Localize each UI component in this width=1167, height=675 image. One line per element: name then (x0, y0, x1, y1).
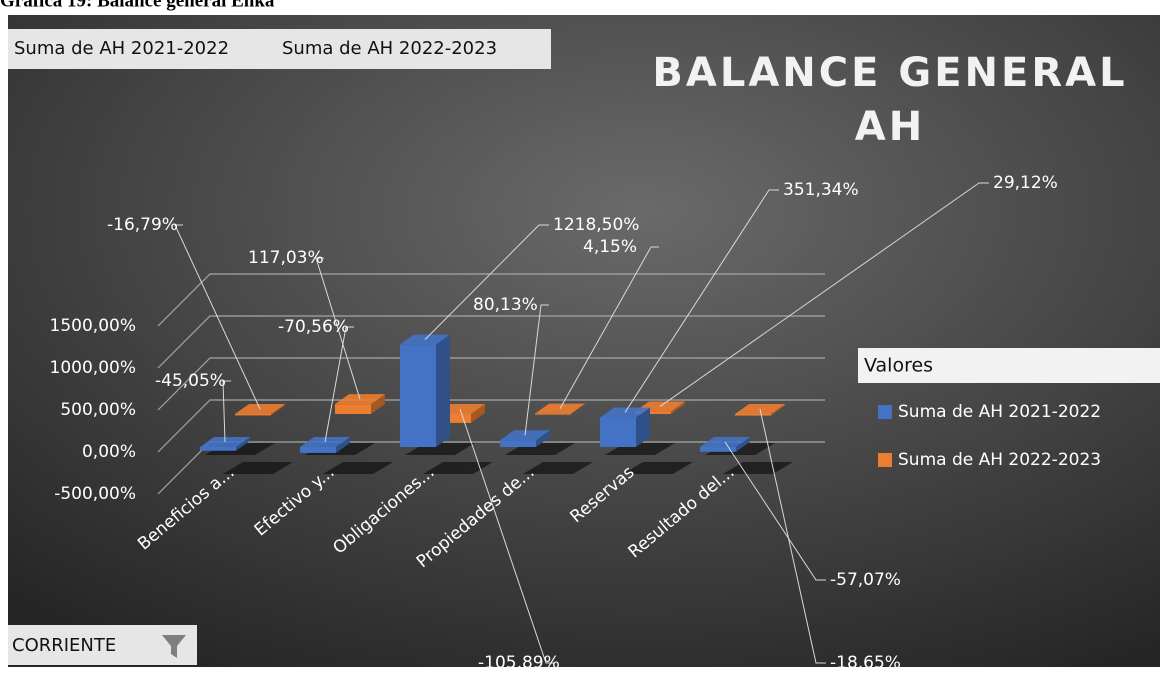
y-tick-label: 1500,00% (50, 316, 136, 336)
bar-front (600, 417, 636, 447)
y-tick-label: 1000,00% (50, 358, 136, 378)
data-label: 1218,50% (553, 215, 639, 235)
chart-title-line: AH (855, 104, 925, 150)
leader-line (315, 257, 361, 400)
floor-shadow (523, 462, 593, 474)
legend-label: Suma de AH 2021-2022 (898, 402, 1101, 422)
floor-shadow (423, 462, 493, 474)
chart-area (8, 15, 1160, 667)
bar-side (471, 404, 485, 423)
bar-front (400, 344, 436, 447)
data-label: 117,03% (248, 248, 324, 268)
floor-shadow (223, 462, 293, 474)
data-label: -18,65% (830, 653, 901, 673)
floor-shadow (623, 462, 693, 474)
leader-line (222, 380, 231, 443)
bar-front (635, 411, 671, 414)
leader-line (559, 246, 659, 409)
leader-line (424, 224, 549, 340)
data-label: 29,12% (993, 173, 1058, 193)
filter-button[interactable] (8, 625, 197, 665)
bar-side (536, 430, 550, 447)
chart-title-line: BALANCE GENERAL (652, 50, 1127, 96)
bar-side (671, 401, 685, 414)
grid-line (157, 399, 825, 453)
data-label: 351,34% (783, 180, 859, 200)
legend-swatch (878, 453, 892, 467)
y-tick-label: -500,00% (54, 484, 136, 504)
legend-label: Suma de AH 2022-2023 (898, 450, 1101, 470)
bar-front (535, 413, 571, 415)
data-label: -105,89% (478, 653, 560, 673)
bar-side (736, 437, 750, 452)
bar (400, 334, 450, 447)
bar-side (571, 403, 585, 414)
data-label: -70,56% (278, 317, 349, 337)
chart-title: BALANCE GENERAL AH (652, 50, 1127, 150)
field-button[interactable] (8, 29, 551, 69)
bar-side (236, 437, 250, 451)
data-label: -16,79% (107, 215, 178, 235)
bar-side (636, 407, 650, 447)
leader-line (659, 182, 989, 407)
leader-line (524, 304, 549, 436)
bar-front (435, 414, 471, 423)
leader-line (174, 224, 261, 410)
bar-side (436, 334, 450, 447)
bar (600, 407, 650, 447)
bar-front (335, 404, 371, 414)
bar-front (500, 440, 536, 447)
legend-title-box (858, 348, 1160, 383)
field-label: Suma de AH 2021-2022 (14, 38, 229, 59)
leader-line (459, 408, 554, 664)
bar-front (300, 447, 336, 453)
bar-side (371, 394, 385, 414)
bar-front (235, 414, 271, 416)
bar-side (271, 404, 285, 416)
leader-line (624, 189, 779, 413)
y-tick-label: 0,00% (82, 442, 136, 462)
data-label: 4,15% (583, 237, 637, 257)
grid-line (157, 273, 825, 327)
grid-line (157, 315, 825, 369)
header: Gráfica 19: Balance general Enka (0, 0, 275, 11)
bar-front (200, 447, 236, 451)
leader-line (724, 441, 826, 581)
grid-line (157, 357, 825, 411)
floor-shadow (323, 462, 393, 474)
legend-title: Valores (864, 355, 933, 377)
data-label: 80,13% (473, 295, 538, 315)
leader-line (759, 408, 826, 664)
bar-front (700, 447, 736, 452)
bar-side (336, 437, 350, 453)
y-tick-label: 500,00% (60, 400, 136, 420)
bar-side (771, 404, 785, 416)
bar-front (735, 414, 771, 416)
data-label: -57,07% (830, 570, 901, 590)
data-label: -45,05% (155, 371, 226, 391)
filter-label: CORRIENTE (12, 635, 116, 656)
filter-icon (162, 635, 186, 658)
field-label: Suma de AH 2022-2023 (282, 38, 497, 59)
leader-line (324, 326, 354, 443)
legend-swatch (878, 405, 892, 419)
